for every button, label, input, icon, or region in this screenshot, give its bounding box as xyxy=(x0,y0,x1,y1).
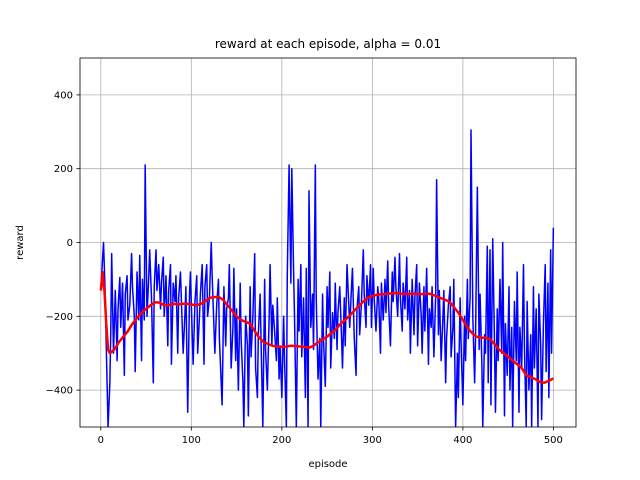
ticks: 0 100 200 300 400 500 −400 −200 0 200 400 xyxy=(46,90,563,446)
x-tick-label: 300 xyxy=(363,435,382,446)
y-tick-label: 400 xyxy=(54,90,73,101)
gridlines xyxy=(80,58,576,427)
x-axis-label: episode xyxy=(308,459,347,470)
y-tick-label: 200 xyxy=(54,164,73,175)
x-tick-label: 500 xyxy=(544,435,563,446)
y-tick-label: −400 xyxy=(46,386,73,397)
series-line-reward xyxy=(100,129,555,427)
chart-title: reward at each episode, alpha = 0.01 xyxy=(215,37,441,51)
series-line-smoothed xyxy=(99,270,554,384)
y-axis-label: reward xyxy=(15,225,26,260)
x-tick-label: 400 xyxy=(453,435,472,446)
x-tick-label: 200 xyxy=(272,435,291,446)
x-tick-label: 100 xyxy=(182,435,201,446)
x-tick-label: 0 xyxy=(98,435,104,446)
y-tick-label: −200 xyxy=(46,312,73,323)
series-layer xyxy=(99,129,555,427)
y-tick-label: 0 xyxy=(67,238,73,249)
